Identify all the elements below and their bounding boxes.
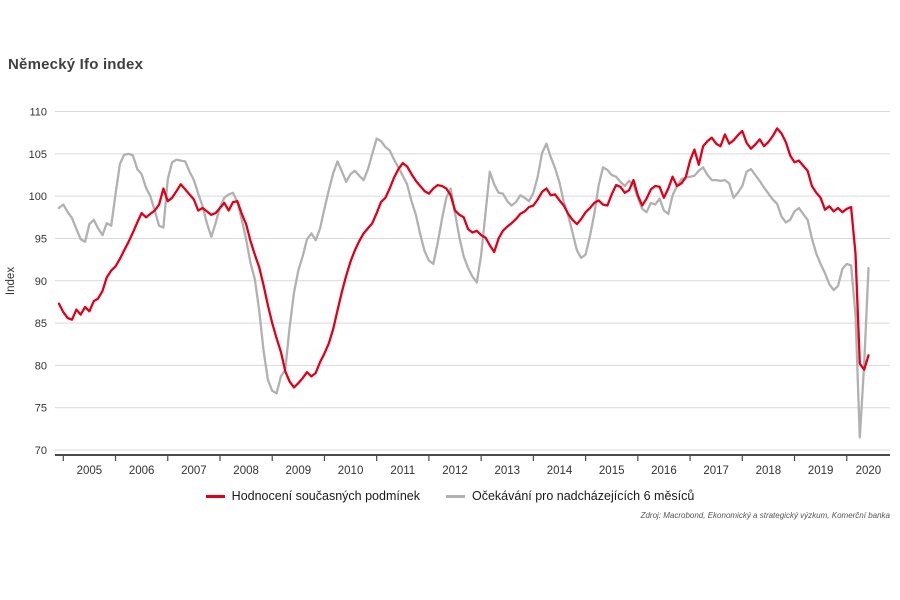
x-axis-year-label: 2013 [494, 465, 520, 477]
x-axis-year-label: 2009 [286, 465, 312, 477]
page-title: Německý Ifo index [8, 56, 144, 73]
x-axis-year-label: 2012 [442, 465, 468, 477]
x-axis-year-label: 2011 [390, 465, 415, 477]
x-axis-year-label: 2015 [599, 465, 625, 477]
x-axis-year-label: 2017 [703, 465, 729, 477]
chart-legend: Hodnocení současných podmínek Očekávání … [0, 489, 900, 503]
y-axis-tick-label: 85 [35, 318, 47, 330]
x-axis-year-label: 2018 [756, 465, 782, 477]
x-axis-year-label: 2005 [77, 465, 103, 477]
legend-label-expectations: Očekávání pro nadcházejících 6 měsíců [471, 489, 695, 503]
y-axis-tick-label: 105 [29, 149, 47, 161]
x-axis-year-label: 2008 [233, 465, 259, 477]
x-axis-year-label: 2010 [338, 465, 364, 477]
y-axis-tick-label: 70 [35, 445, 47, 457]
x-axis-year-label: 2016 [651, 465, 677, 477]
y-axis-tick-label: 90 [35, 276, 47, 288]
gray-line-swatch-icon [445, 494, 465, 498]
y-axis-tick-label: 95 [35, 233, 47, 245]
x-axis-year-label: 2014 [547, 465, 573, 477]
legend-item-current-conditions: Hodnocení současných podmínek [205, 489, 420, 503]
legend-item-expectations: Očekávání pro nadcházejících 6 měsíců [445, 489, 695, 503]
x-axis-year-label: 2007 [181, 465, 207, 477]
x-axis-year-label: 2006 [129, 465, 155, 477]
red-line-swatch-icon [205, 494, 225, 498]
y-axis-tick-label: 80 [35, 360, 47, 372]
y-axis-tick-label: 110 [29, 107, 47, 119]
current-conditions-line [57, 127, 870, 389]
x-axis-year-label: 2019 [808, 465, 834, 477]
expectations-line [57, 137, 870, 439]
legend-label-current-conditions: Hodnocení současných podmínek [231, 489, 420, 503]
y-axis-tick-label: 75 [35, 403, 47, 415]
x-axis-year-label: 2020 [856, 465, 882, 477]
y-axis-tick-label: 100 [29, 191, 47, 203]
y-axis-title: Index [5, 267, 17, 295]
source-note: Zdroj: Macrobond, Ekonomický a strategic… [640, 511, 890, 520]
